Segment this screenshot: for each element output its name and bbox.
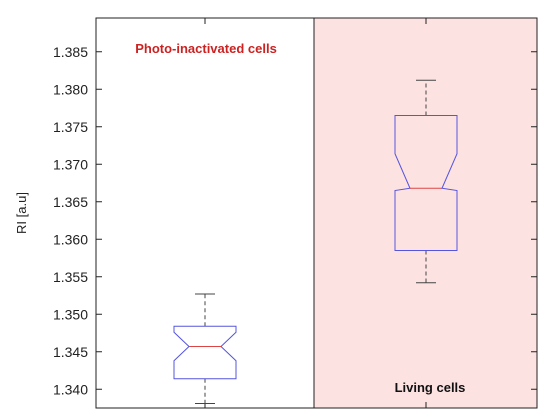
y-tick-label: 1.375 (53, 119, 88, 135)
box-1 (394, 79, 458, 284)
plot-border (95, 17, 538, 409)
y-axis-label: RI [a.u] (14, 192, 29, 234)
y-axis-ticks: 1.340 1.345 1.350 1.355 1.360 1.365 1.370 1.375… (53, 44, 537, 397)
box-0 (173, 293, 237, 404)
annotation-photo-inactivated: Photo-inactivated cells (135, 41, 277, 56)
y-tick-label: 1.365 (53, 194, 88, 210)
y-tick-label: 1.340 (53, 381, 88, 397)
y-tick-label: 1.360 (53, 231, 88, 247)
background-layer (314, 18, 537, 408)
y-tick-label: 1.380 (53, 81, 88, 97)
y-tick-label: 1.385 (53, 44, 88, 60)
y-tick-label: 1.350 (53, 306, 88, 322)
y-tick-label: 1.355 (53, 269, 88, 285)
notched-box (394, 115, 458, 251)
living-cells-background (314, 18, 537, 408)
plot-frame (95, 17, 538, 409)
annotation-living-cells: Living cells (395, 380, 466, 395)
y-tick-label: 1.345 (53, 344, 88, 360)
boxes (173, 79, 458, 404)
y-tick-label: 1.370 (53, 156, 88, 172)
notched-box (173, 325, 237, 380)
